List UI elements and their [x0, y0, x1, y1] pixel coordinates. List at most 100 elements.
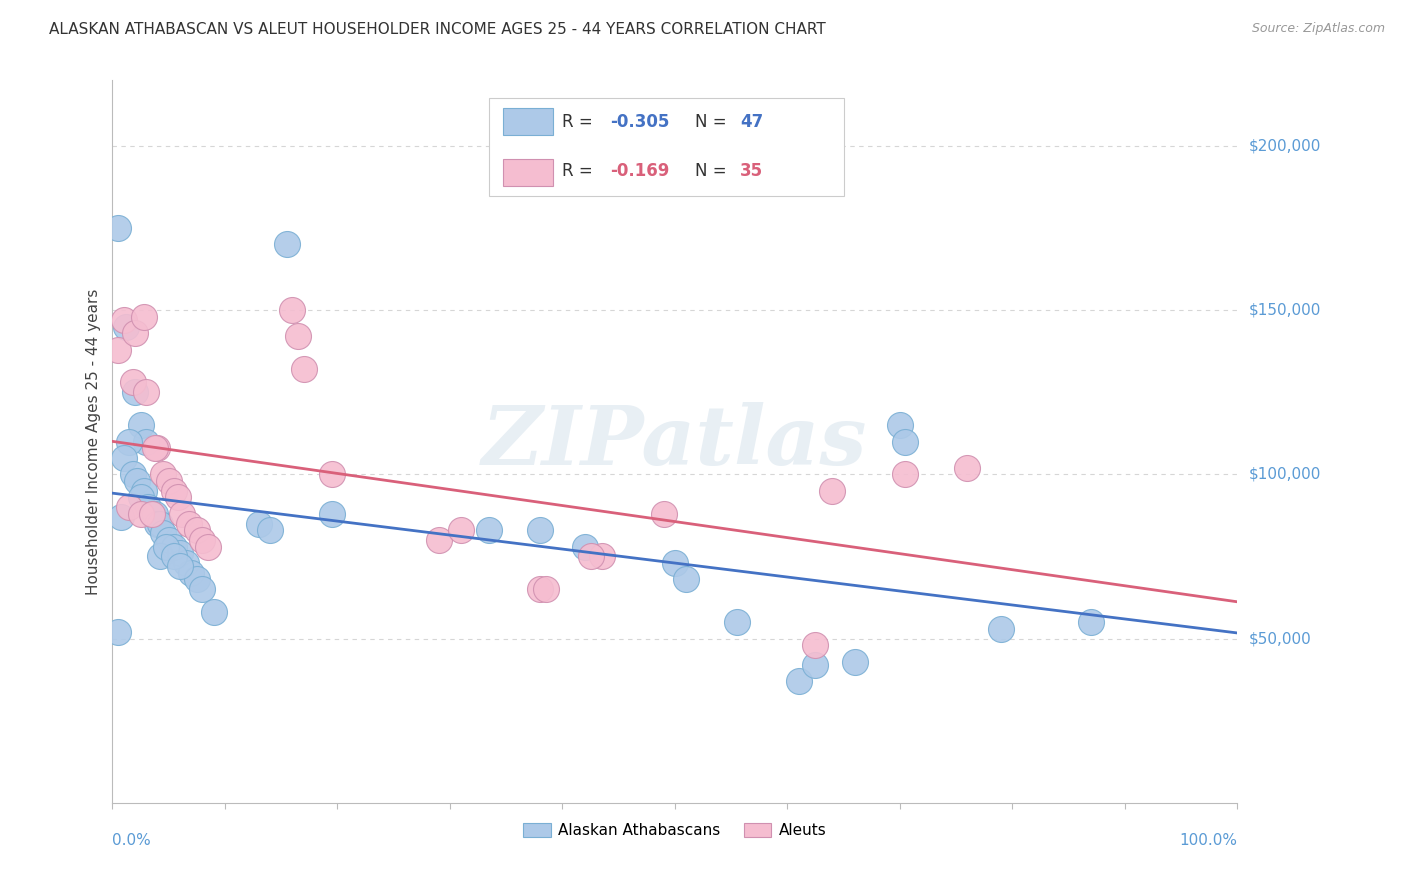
Point [121, 467, 143, 482]
Point [129, 491, 152, 505]
Text: R =: R = [562, 112, 599, 131]
Point [143, 441, 166, 455]
Point [821, 483, 844, 498]
Point [135, 434, 157, 449]
Point [574, 540, 596, 554]
Point [889, 418, 911, 433]
Point [169, 559, 191, 574]
Point [804, 657, 827, 672]
Point [112, 313, 135, 327]
Point [138, 500, 160, 515]
Text: -0.305: -0.305 [610, 112, 669, 131]
Point [191, 582, 214, 597]
Point [259, 523, 281, 537]
Point [177, 516, 200, 531]
Point [247, 516, 270, 531]
Point [163, 483, 186, 498]
Text: $50,000: $50,000 [1249, 632, 1312, 646]
Point [1080, 615, 1102, 630]
Point [118, 434, 141, 449]
Point [152, 467, 174, 482]
Y-axis label: Householder Income Ages 25 - 44 years: Householder Income Ages 25 - 44 years [86, 288, 101, 595]
Point [478, 523, 501, 537]
Point [163, 540, 186, 554]
Point [844, 655, 866, 669]
Point [956, 460, 979, 475]
Point [132, 310, 155, 324]
Text: ALASKAN ATHABASCAN VS ALEUT HOUSEHOLDER INCOME AGES 25 - 44 YEARS CORRELATION CH: ALASKAN ATHABASCAN VS ALEUT HOUSEHOLDER … [49, 22, 825, 37]
Point [146, 441, 169, 455]
Point [152, 526, 174, 541]
Point [787, 674, 810, 689]
Point [894, 434, 917, 449]
Point [110, 510, 132, 524]
Point [287, 329, 309, 343]
Point [529, 582, 551, 597]
Point [124, 326, 146, 341]
Point [276, 237, 298, 252]
Point [143, 507, 166, 521]
Text: ZIPatlas: ZIPatlas [482, 401, 868, 482]
Point [186, 573, 208, 587]
Point [675, 573, 697, 587]
Point [112, 450, 135, 465]
Point [107, 343, 129, 357]
Point [174, 556, 197, 570]
Point [129, 507, 152, 521]
Point [450, 523, 472, 537]
Point [591, 549, 613, 564]
Text: 47: 47 [740, 112, 763, 131]
Point [579, 549, 602, 564]
Text: N =: N = [695, 162, 733, 180]
Text: 0.0%: 0.0% [112, 833, 152, 848]
Point [118, 500, 141, 515]
Point [149, 516, 172, 531]
Point [157, 474, 180, 488]
Point [652, 507, 675, 521]
Point [127, 474, 149, 488]
Point [149, 549, 172, 564]
Point [281, 303, 304, 318]
Point [121, 376, 143, 390]
Text: -0.169: -0.169 [610, 162, 669, 180]
Point [124, 385, 146, 400]
FancyBboxPatch shape [489, 98, 844, 196]
Point [141, 507, 163, 521]
FancyBboxPatch shape [503, 159, 554, 186]
FancyBboxPatch shape [503, 108, 554, 136]
Text: 35: 35 [740, 162, 763, 180]
Point [664, 556, 686, 570]
Point [321, 507, 343, 521]
Point [529, 523, 551, 537]
Point [427, 533, 450, 547]
Text: $200,000: $200,000 [1249, 138, 1320, 153]
Point [172, 507, 194, 521]
Text: $100,000: $100,000 [1249, 467, 1320, 482]
Point [321, 467, 343, 482]
Text: N =: N = [695, 112, 733, 131]
Point [180, 566, 202, 580]
Point [163, 549, 186, 564]
Text: R =: R = [562, 162, 599, 180]
Point [292, 362, 315, 376]
Point [725, 615, 748, 630]
Point [166, 491, 188, 505]
Point [804, 638, 827, 652]
Point [146, 516, 169, 531]
Point [202, 605, 225, 619]
Text: 100.0%: 100.0% [1180, 833, 1237, 848]
Point [191, 533, 214, 547]
Point [186, 523, 208, 537]
Point [990, 622, 1012, 636]
Point [135, 385, 157, 400]
Text: Source: ZipAtlas.com: Source: ZipAtlas.com [1251, 22, 1385, 36]
Point [155, 540, 177, 554]
Point [534, 582, 557, 597]
Point [169, 546, 191, 560]
Point [132, 483, 155, 498]
Point [129, 418, 152, 433]
Point [197, 540, 219, 554]
Point [107, 221, 129, 235]
Point [115, 319, 138, 334]
Legend: Alaskan Athabascans, Aleuts: Alaskan Athabascans, Aleuts [516, 815, 834, 846]
